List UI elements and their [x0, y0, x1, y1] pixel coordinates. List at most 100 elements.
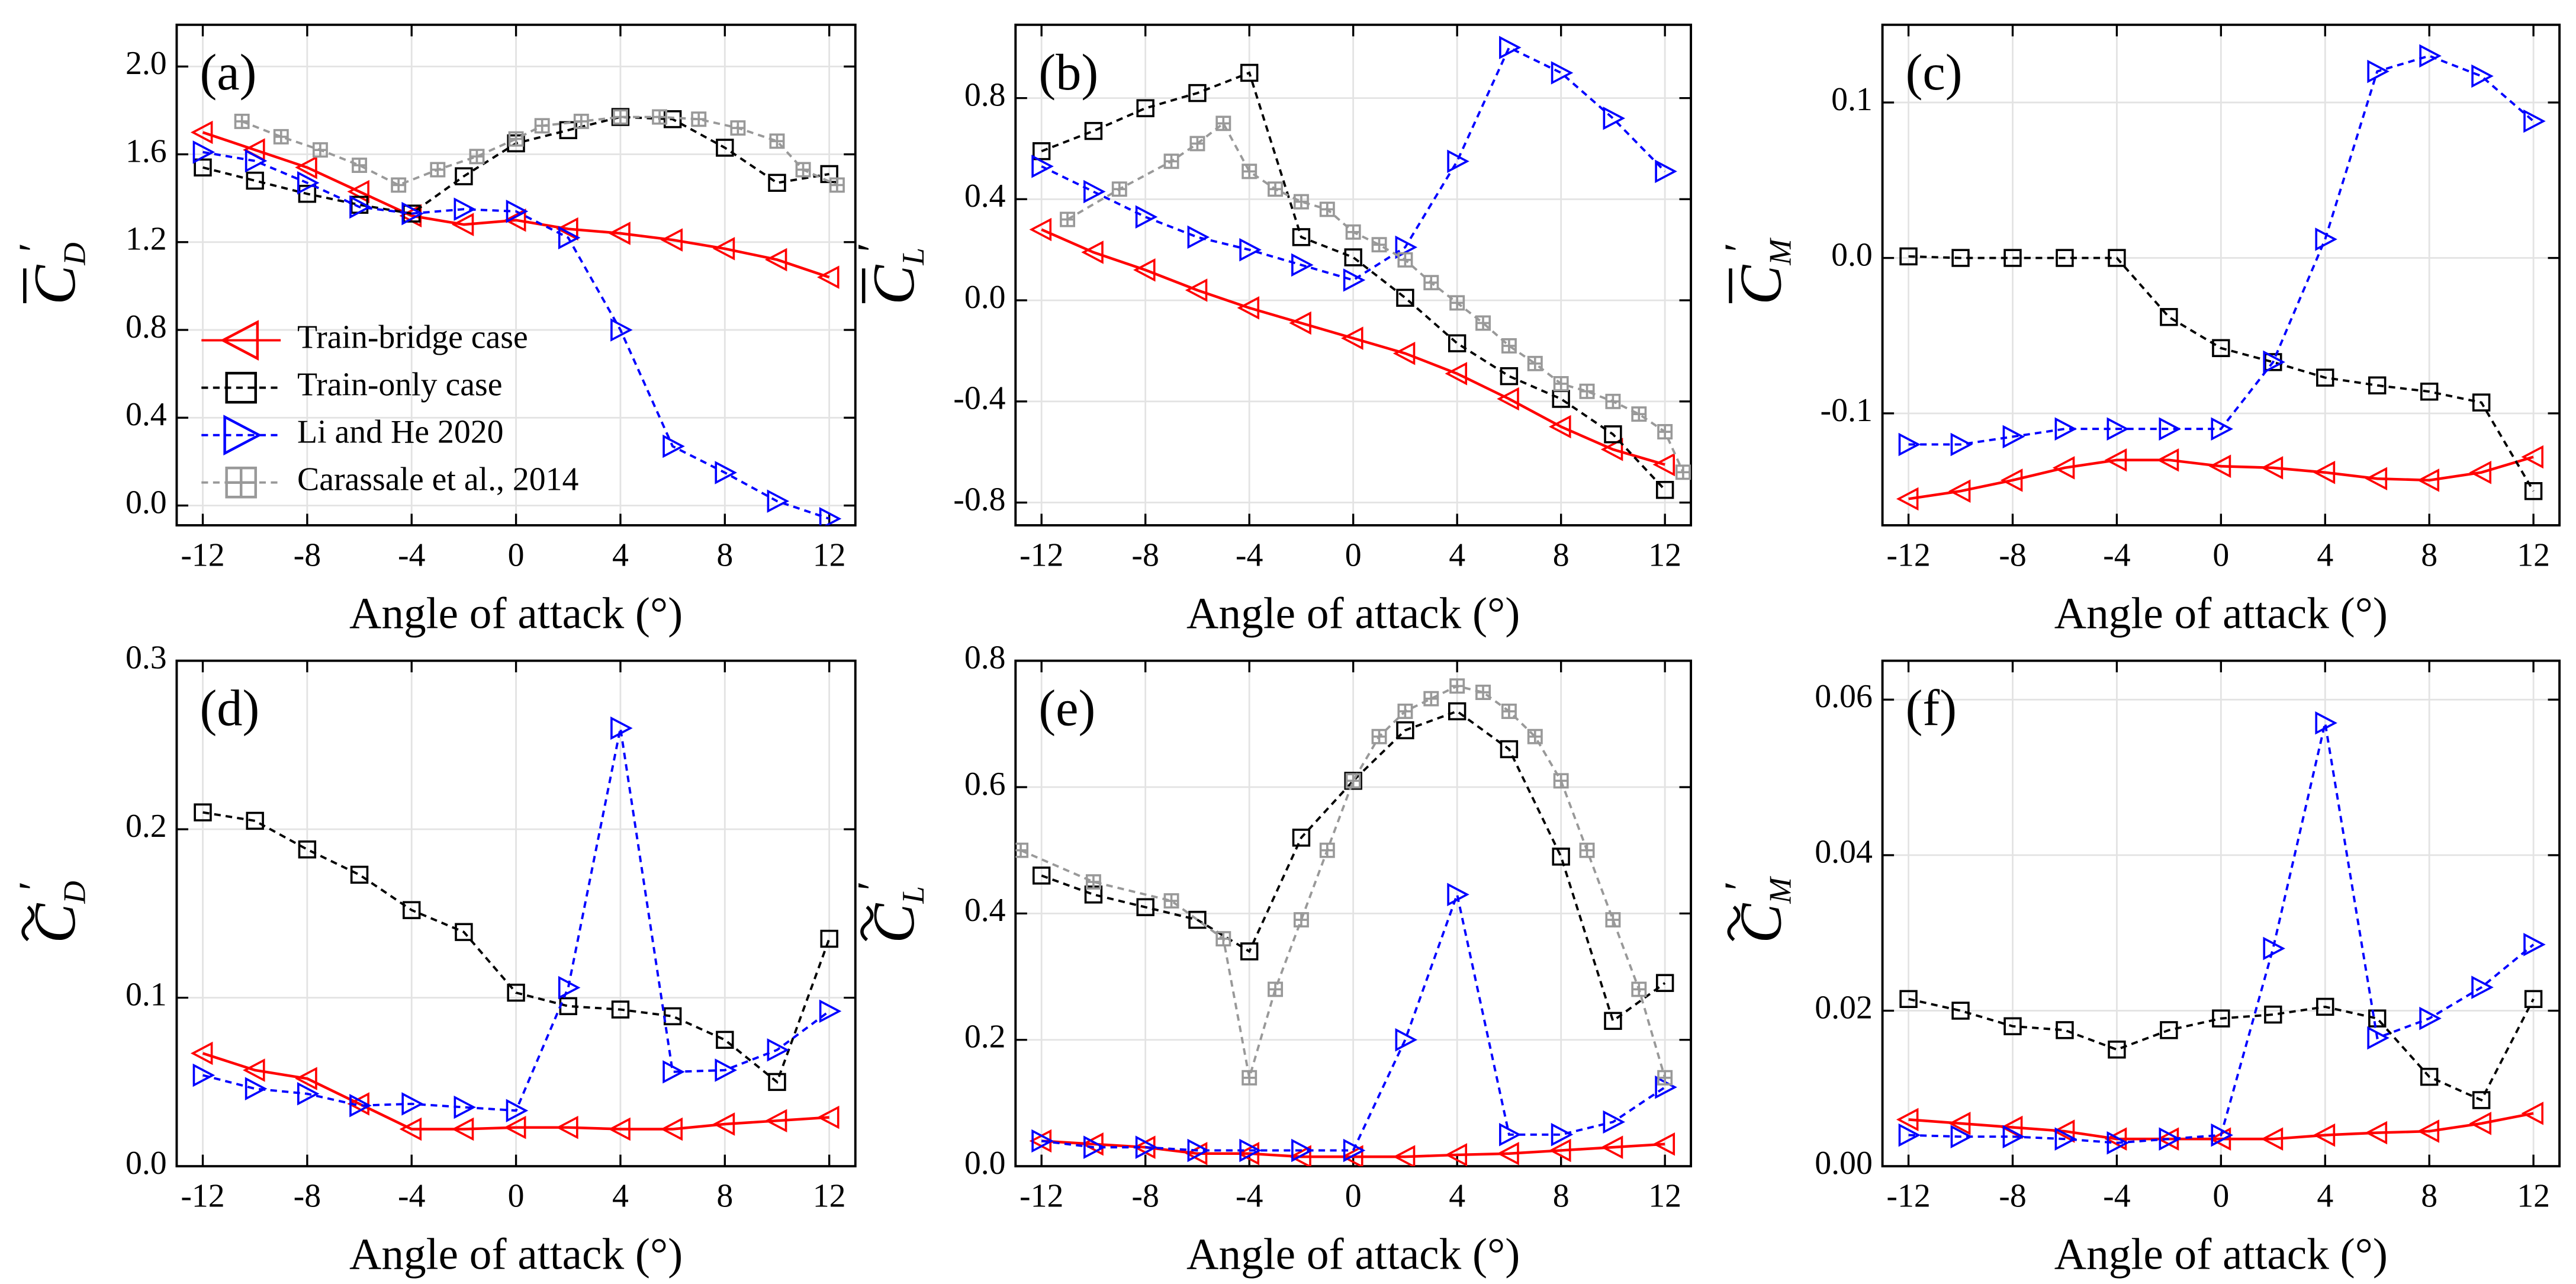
plot-frame [175, 23, 857, 527]
marker [2107, 1131, 2130, 1155]
marker [2003, 1017, 2022, 1035]
marker [455, 167, 473, 185]
x-tick-label: 4 [2317, 1178, 2333, 1215]
y-axis-title: CD′ [9, 242, 92, 304]
marker [2212, 339, 2230, 357]
x-axis-title: Angle of attack (°) [1186, 1230, 1520, 1279]
y-tick-label: -0.8 [953, 481, 1005, 518]
marker [1189, 136, 1205, 152]
x-tick-label: 0 [2212, 537, 2229, 574]
marker [1083, 179, 1106, 204]
marker [2263, 936, 2285, 961]
marker [243, 1058, 265, 1082]
x-tick-label: 8 [716, 537, 733, 574]
marker [1341, 1145, 1363, 1167]
marker [1951, 1001, 1970, 1020]
y-tick-label: 0.04 [1815, 834, 1873, 871]
series-layer [1896, 44, 2546, 511]
x-tick-label: -8 [1999, 537, 2026, 574]
x-tick-label: -4 [1236, 1178, 1263, 1215]
marker [2365, 1121, 2388, 1145]
marker [295, 1067, 317, 1090]
marker [192, 140, 216, 164]
marker [1083, 1135, 1106, 1159]
series-line [1908, 455, 2534, 500]
marker [2263, 350, 2285, 374]
marker [2000, 468, 2023, 492]
y-label-tilde [21, 906, 35, 942]
marker [1081, 1132, 1104, 1156]
marker [469, 149, 485, 165]
x-axis-title: Angle of attack (°) [349, 589, 683, 638]
marker [245, 1077, 268, 1100]
marker [1604, 425, 1622, 444]
marker [403, 901, 421, 919]
y-tick-label: 0.0 [964, 279, 1006, 316]
marker [223, 415, 262, 456]
marker [1291, 253, 1314, 277]
x-tick-label: -12 [181, 537, 224, 574]
marker [769, 133, 785, 149]
marker [768, 174, 786, 192]
marker [1951, 249, 1970, 267]
marker [829, 177, 845, 193]
y-tick-label: 0.2 [126, 808, 167, 845]
marker [1631, 981, 1647, 997]
marker [1445, 362, 1468, 386]
y-tick-label: -0.1 [1821, 392, 1873, 429]
x-tick-label: 8 [716, 1178, 733, 1215]
marker [194, 158, 212, 176]
marker [730, 120, 746, 136]
series-line [241, 115, 838, 187]
marker [190, 1041, 213, 1065]
marker [1499, 36, 1522, 60]
x-tick-label: -4 [1236, 537, 1263, 574]
marker [1343, 1138, 1366, 1163]
x-tick-label: 8 [2421, 1178, 2437, 1215]
marker [1293, 194, 1309, 210]
marker [1237, 1142, 1260, 1166]
x-tick-label: 12 [1648, 537, 1681, 574]
marker [1268, 981, 1284, 997]
marker [820, 165, 838, 184]
marker [1447, 882, 1469, 907]
marker [349, 195, 372, 219]
marker [652, 109, 668, 125]
marker [1344, 772, 1362, 790]
marker [507, 983, 525, 1002]
marker [508, 131, 524, 147]
y-label-symbol: C [22, 903, 88, 943]
marker [1527, 355, 1543, 371]
marker [1239, 237, 1262, 262]
marker [795, 162, 811, 178]
marker [1652, 1132, 1675, 1156]
series-line [202, 150, 830, 520]
x-tick-label: -12 [1020, 537, 1063, 574]
x-tick-label: -12 [1020, 1178, 1063, 1215]
series-line [1020, 685, 1667, 1078]
marker [1397, 704, 1413, 719]
marker [768, 1073, 786, 1092]
marker [1552, 848, 1570, 866]
marker [716, 139, 734, 157]
x-tick-label: 8 [2421, 537, 2437, 574]
marker [246, 811, 264, 830]
marker [1187, 1138, 1210, 1163]
marker [454, 197, 477, 221]
marker [2419, 1006, 2442, 1031]
marker [1948, 1112, 1971, 1135]
y-label-sub: L [896, 248, 931, 265]
marker [612, 109, 628, 125]
marker [454, 1095, 477, 1119]
marker [2054, 417, 2077, 441]
marker [1497, 1142, 1519, 1166]
marker [1500, 367, 1519, 386]
plot-frame [1014, 23, 1692, 527]
marker [2208, 454, 2231, 478]
marker [1060, 211, 1076, 227]
series-line [1908, 1112, 2534, 1141]
marker [1345, 224, 1361, 240]
marker [2160, 308, 2178, 326]
marker [1032, 142, 1051, 160]
marker [1188, 84, 1207, 102]
